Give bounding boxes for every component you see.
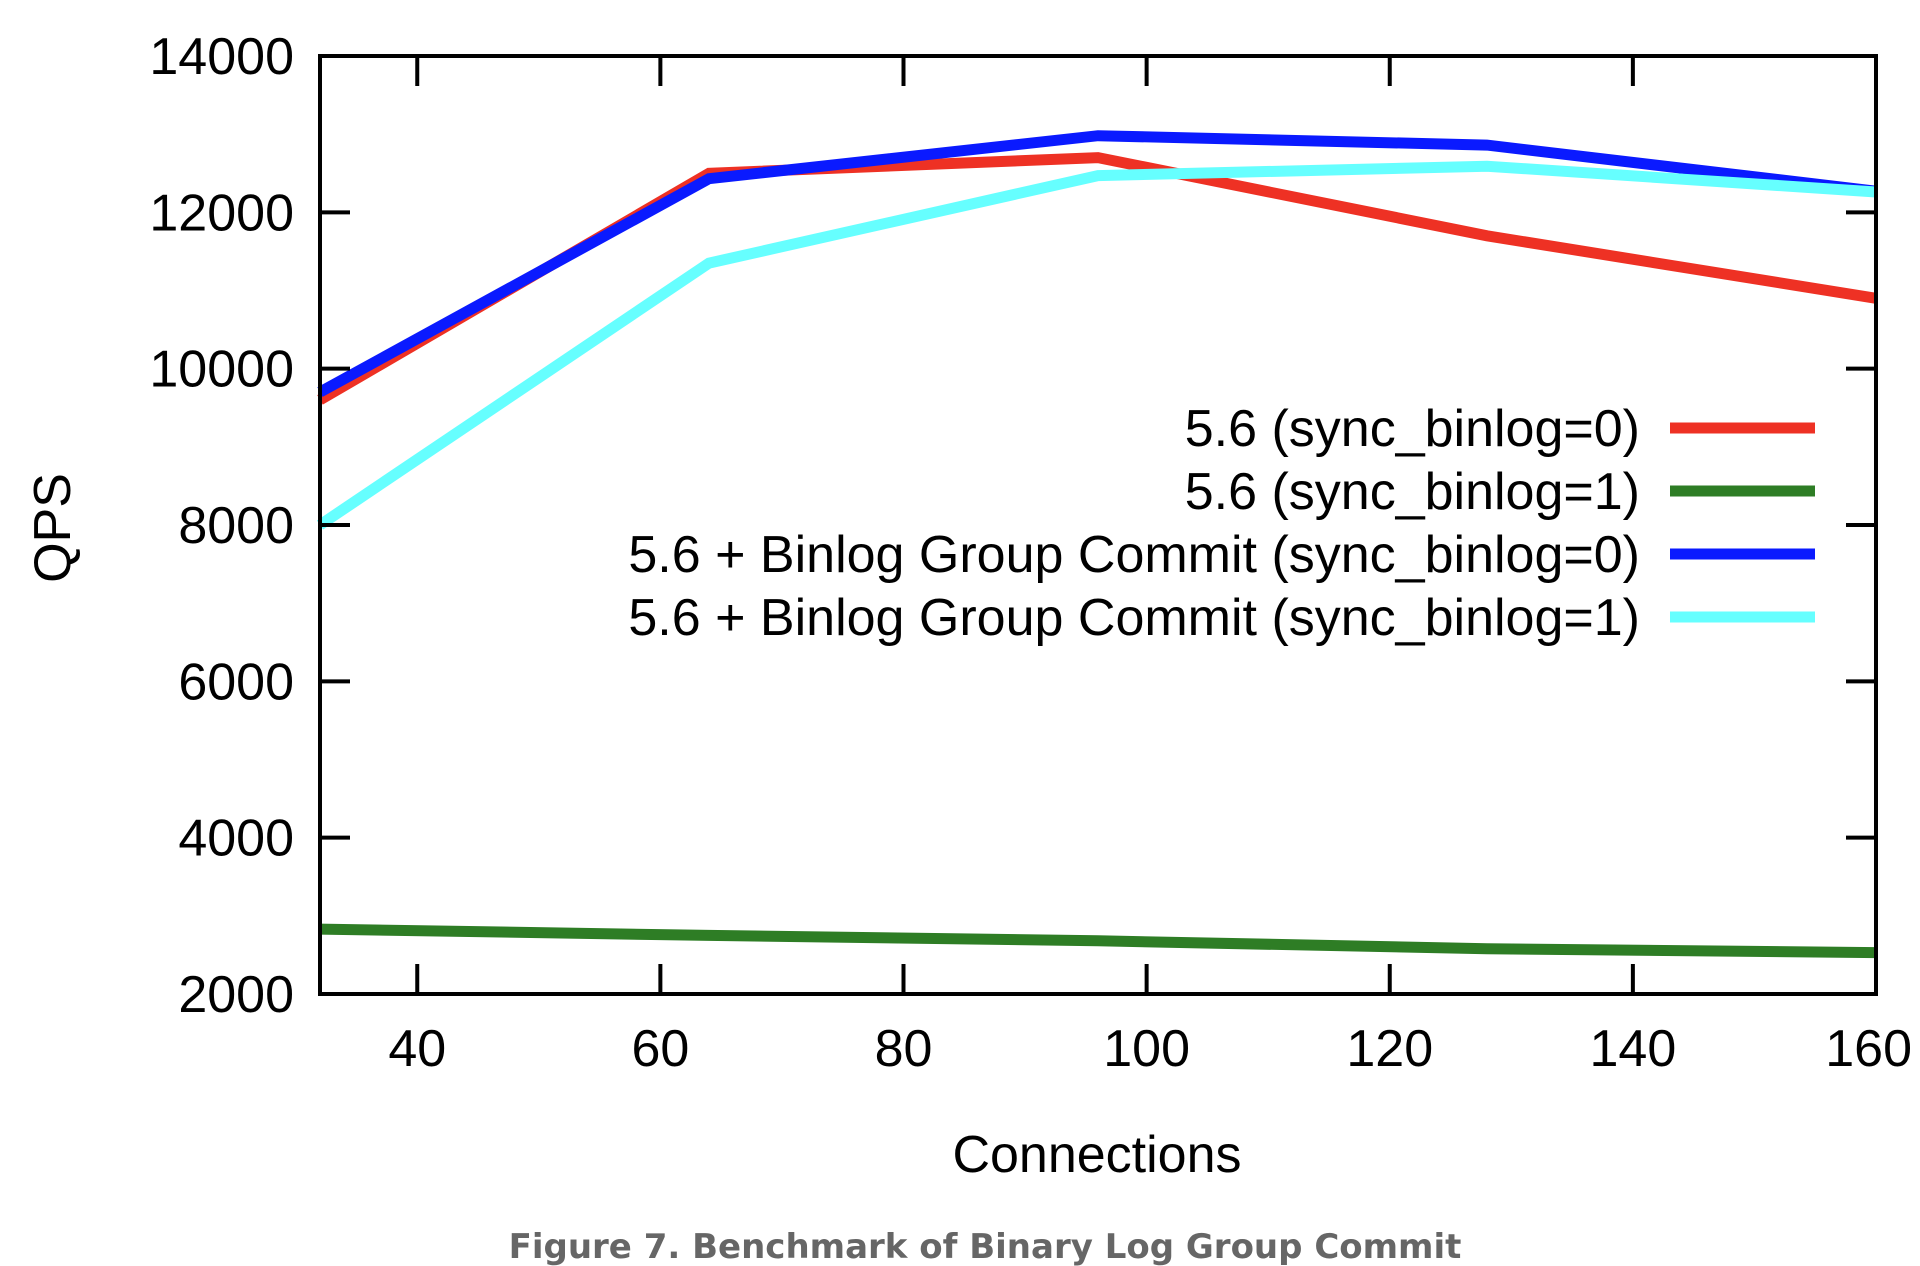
x-tick-label: 100 [1103,1020,1190,1078]
x-tick-label: 40 [388,1020,446,1078]
series-line-3 [317,130,1877,397]
y-tick-label: 12000 [149,184,294,242]
legend-label: 5.6 (sync_binlog=0) [1185,400,1640,458]
x-tick-label: 80 [875,1020,933,1078]
series-line-2 [319,923,1877,959]
y-tick-label: 14000 [149,28,294,86]
x-tick-label: 60 [631,1020,689,1078]
ticks-layer: 2000 4000 6000 8000 10000 12000 14000 40 60 80 100… [149,28,1912,1078]
x-tick-label: 160 [1825,1020,1912,1078]
legend-label: 5.6 + Binlog Group Commit (sync_binlog=0… [628,526,1640,584]
y-tick-label: 8000 [178,497,294,555]
legend: 5.6 (sync_binlog=0)5.6 (sync_binlog=1)5.… [628,400,1815,647]
y-tick-label: 10000 [149,341,294,399]
x-axis-title: Connections [952,1126,1241,1184]
y-tick-label: 4000 [178,810,294,868]
y-axis-title: QPS [24,473,82,583]
legend-label: 5.6 + Binlog Group Commit (sync_binlog=1… [628,589,1640,647]
figure-caption: Figure 7. Benchmark of Binary Log Group … [509,1227,1462,1266]
plot-frame [318,54,1878,996]
y-tick-label: 2000 [178,966,294,1024]
y-tick-label: 6000 [178,653,294,711]
series-layer [316,130,1877,959]
series-line-4 [316,160,1877,530]
x-tick-label: 120 [1346,1020,1433,1078]
x-tick-label: 140 [1589,1020,1676,1078]
legend-label: 5.6 (sync_binlog=1) [1185,463,1640,521]
